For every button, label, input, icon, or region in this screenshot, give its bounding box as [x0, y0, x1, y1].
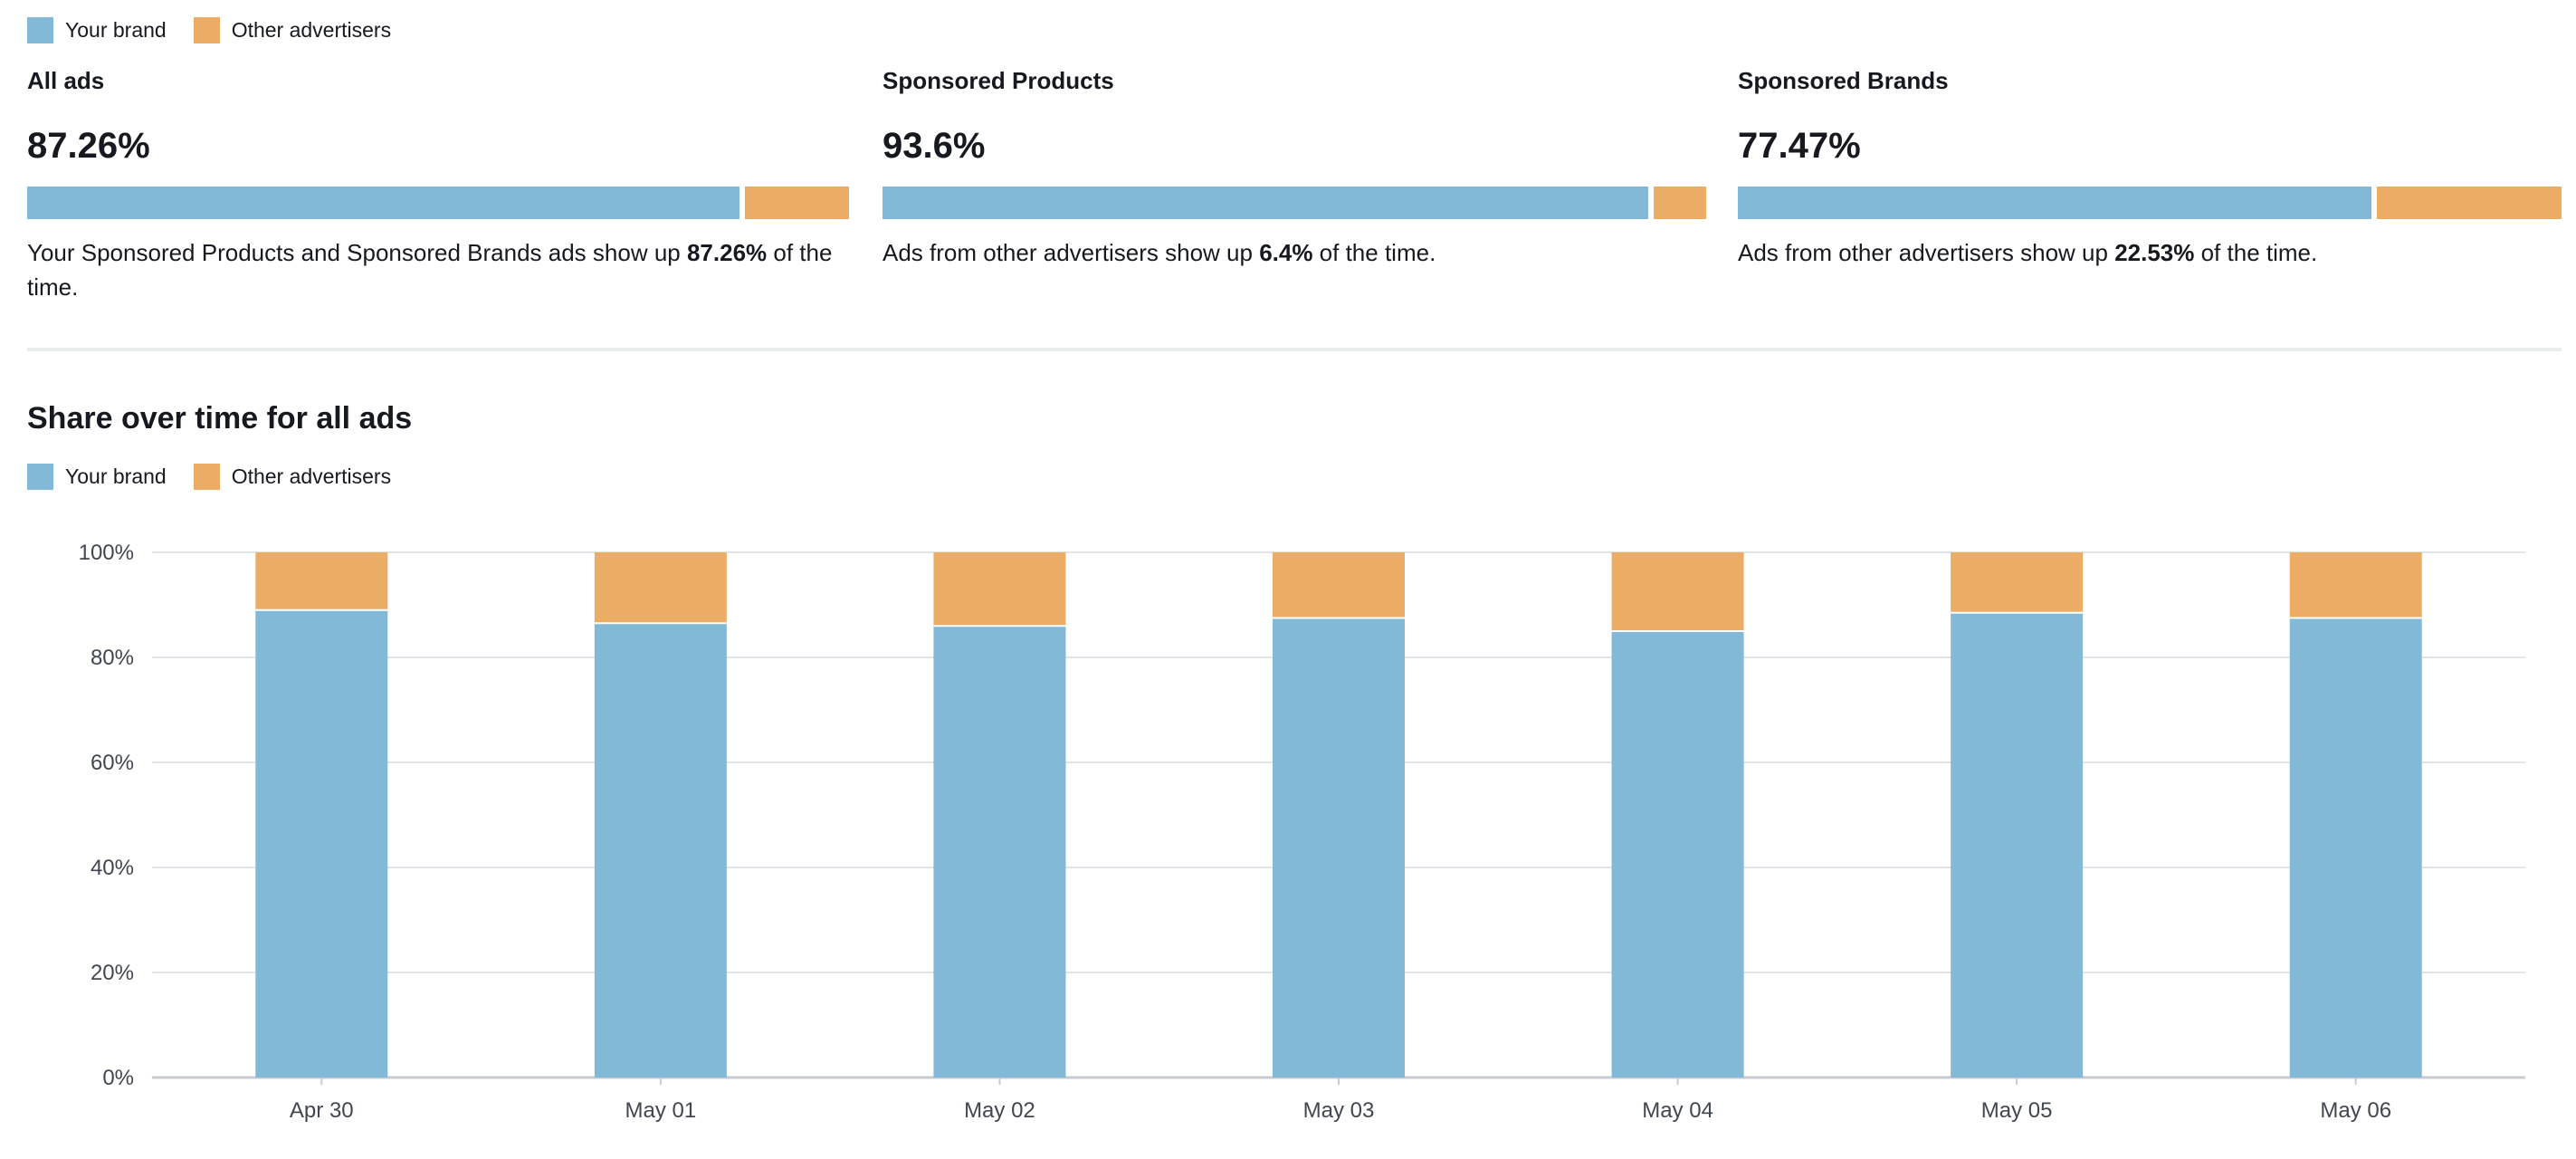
card-description: Ads from other advertisers show up 6.4% …	[883, 239, 1436, 266]
share-bar-other-advertisers	[2377, 187, 2562, 219]
card-value: 77.47%	[1738, 126, 1861, 166]
section-divider	[27, 348, 2562, 351]
bar-other-advertisers	[1273, 552, 1405, 618]
card-description-highlight: 6.4%	[1259, 239, 1313, 266]
y-tick-label: 40%	[91, 856, 134, 880]
bar-other-advertisers	[1951, 552, 2084, 613]
y-tick-label: 60%	[91, 751, 134, 775]
bar-your-brand	[594, 623, 727, 1078]
card-all-ads: All ads 87.26% Your Sponsored Products a…	[27, 65, 849, 304]
bar-other-advertisers	[933, 552, 1066, 627]
x-tick-label: May 03	[1303, 1098, 1375, 1123]
chart-legend: Your brand Other advertisers	[27, 464, 418, 490]
card-description-highlight: 22.53%	[2114, 239, 2195, 266]
legend-item-other-advertisers[interactable]: Other advertisers	[193, 17, 392, 43]
bar-your-brand	[1273, 618, 1405, 1078]
legend-item-other-advertisers[interactable]: Other advertisers	[193, 464, 392, 490]
legend-label-other-advertisers: Other advertisers	[231, 18, 392, 42]
y-tick-label: 100%	[79, 541, 134, 565]
bar-your-brand	[255, 609, 388, 1078]
share-bar-your-brand	[883, 187, 1649, 219]
bar-your-brand	[2289, 618, 2422, 1078]
x-tick-label: May 06	[2320, 1098, 2391, 1123]
share-bar-other-advertisers	[1654, 187, 1706, 219]
y-tick-label: 20%	[91, 961, 134, 985]
bar-other-advertisers	[255, 552, 388, 610]
bar-other-advertisers	[594, 552, 727, 624]
share-bar	[883, 187, 1706, 219]
stacked-bar-chart: 0% 20% 40% 60% 80% 100% Apr 30 May 01 May 02 May …	[79, 541, 2525, 1123]
card-title: All ads	[27, 67, 105, 94]
card-description: Your Sponsored Products and Sponsored Br…	[27, 239, 833, 301]
share-bar	[27, 187, 849, 219]
x-tick-label: May 05	[1981, 1098, 2053, 1123]
y-tick-label: 0%	[102, 1066, 134, 1090]
legend-item-your-brand[interactable]: Your brand	[27, 17, 167, 43]
share-bar	[1738, 187, 2562, 219]
bar-your-brand	[1611, 631, 1744, 1078]
card-description-highlight: 87.26%	[686, 239, 768, 266]
share-bar-your-brand	[27, 187, 740, 219]
chart-title: Share over time for all ads	[27, 401, 413, 436]
bar-other-advertisers	[2289, 552, 2422, 618]
legend-swatch-other-advertisers	[193, 464, 220, 490]
y-tick-label: 80%	[91, 646, 134, 670]
bar-your-brand	[933, 626, 1066, 1078]
share-bar-your-brand	[1738, 187, 2372, 219]
bar-your-brand	[1951, 612, 2084, 1078]
card-title: Sponsored Brands	[1738, 67, 1949, 94]
card-title: Sponsored Products	[883, 67, 1114, 94]
legend-label-your-brand: Your brand	[65, 465, 167, 488]
x-tick-label: May 01	[625, 1098, 697, 1123]
legend-swatch-other-advertisers	[193, 17, 220, 43]
legend-label-your-brand: Your brand	[65, 18, 167, 42]
share-bar-other-advertisers	[745, 187, 849, 219]
card-sponsored-products: Sponsored Products 93.6% Ads from other …	[883, 65, 1706, 270]
card-value: 87.26%	[27, 126, 150, 166]
card-value: 93.6%	[883, 126, 986, 166]
card-sponsored-brands: Sponsored Brands 77.47% Ads from other a…	[1738, 65, 2562, 270]
legend-top: Your brand Other advertisers	[27, 17, 418, 43]
x-tick-label: May 02	[964, 1098, 1035, 1123]
legend-swatch-your-brand	[27, 17, 53, 43]
bar-other-advertisers	[1611, 552, 1744, 631]
x-tick-label: Apr 30	[290, 1098, 354, 1123]
card-description: Ads from other advertisers show up 22.53…	[1738, 239, 2318, 266]
legend-label-other-advertisers: Other advertisers	[231, 465, 392, 488]
legend-swatch-your-brand	[27, 464, 53, 490]
x-tick-label: May 04	[1642, 1098, 1713, 1123]
legend-item-your-brand[interactable]: Your brand	[27, 464, 167, 490]
